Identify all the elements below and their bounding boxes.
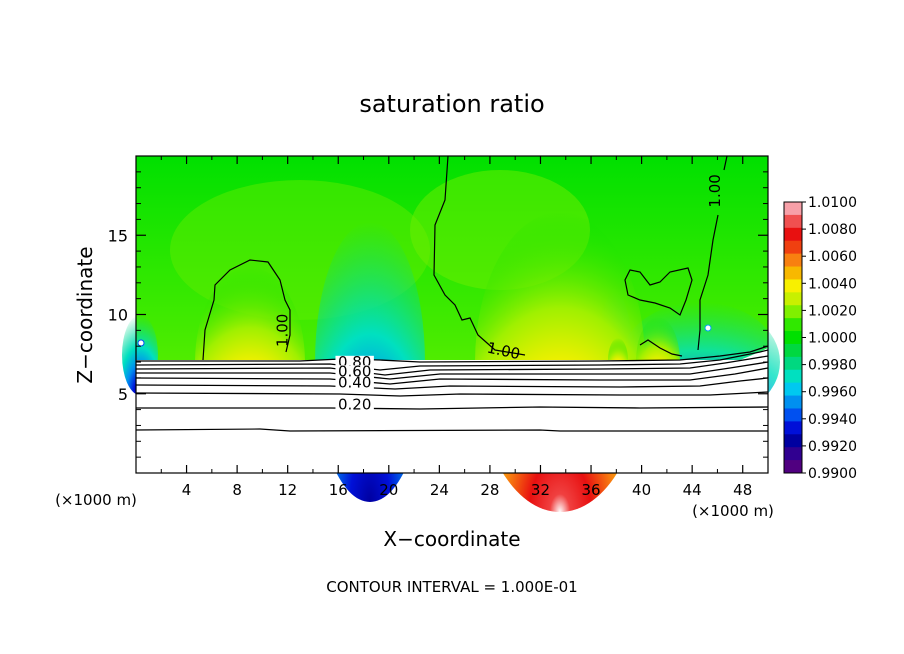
x-tick-label: 20 xyxy=(379,481,398,499)
colorbar-level-label: 1.0060 xyxy=(808,249,857,265)
colorbar-swatch xyxy=(784,408,802,422)
colorbar-swatch xyxy=(784,382,802,397)
colorbar-swatch xyxy=(784,460,802,474)
x-tick-label: 16 xyxy=(329,481,348,499)
colorbar-level-label: 0.9980 xyxy=(808,358,857,374)
contour-line xyxy=(136,406,769,410)
colorbar-level-label: 0.9900 xyxy=(808,466,857,482)
contour-label: 1.00 xyxy=(274,314,292,347)
colorbar-swatch xyxy=(784,279,802,293)
x-tick-label: 24 xyxy=(430,481,449,499)
colorbar-level-label: 0.9960 xyxy=(808,385,857,401)
plot-area: 1.001.001.000.800.600.400.20 xyxy=(122,155,780,512)
colorbar-swatch xyxy=(784,253,802,268)
contour-line-1.00 xyxy=(697,155,728,351)
y-tick-label: 5 xyxy=(118,385,128,404)
colorbar-swatch xyxy=(784,292,802,306)
contour-label: 1.00 xyxy=(706,174,724,207)
colorbar-swatch xyxy=(784,434,802,448)
y-tick-label: 10 xyxy=(108,306,128,325)
x-tick-label: 48 xyxy=(733,481,752,499)
contour-label-bg xyxy=(335,398,374,414)
x-axis-label: X−coordinate xyxy=(383,527,520,551)
contour-label-text: 0.20 xyxy=(338,396,371,414)
colorbar-level-label: 0.9940 xyxy=(808,412,857,428)
contour-label: 0.20 xyxy=(335,396,374,414)
contour-line-1.00 xyxy=(433,155,526,356)
contour-label-bg xyxy=(335,376,374,392)
colorbar-swatch xyxy=(784,202,802,216)
contour-line-1.00 xyxy=(624,267,693,316)
contour-line xyxy=(135,391,769,397)
x-axis: 4 8 12 16 20 24 28 32 36 40 44 48 xyxy=(160,156,752,499)
colorbar-swatch xyxy=(784,214,802,229)
colorbar-swatch xyxy=(784,240,802,255)
contour-line-1.00 xyxy=(639,339,683,357)
colorbar-swatch xyxy=(784,227,802,242)
colorbar-swatch xyxy=(784,266,802,280)
colorbar-level-label: 0.9920 xyxy=(808,439,857,455)
contour-label: 0.40 xyxy=(335,373,374,392)
colorbar-swatch xyxy=(784,421,802,435)
colorbar-swatch xyxy=(784,356,802,371)
colorbar-swatch xyxy=(784,305,802,319)
small-contour-blob xyxy=(704,324,712,332)
x-tick-label: 36 xyxy=(581,481,600,499)
contour-interval-footer: CONTOUR INTERVAL = 1.000E-01 xyxy=(326,578,577,596)
colorbar-swatch xyxy=(784,343,802,358)
chart-title: saturation ratio xyxy=(359,90,544,118)
contour-line-1.00 xyxy=(202,259,291,361)
x-unit-right: (×1000 m) xyxy=(692,502,774,520)
x-tick-label: 4 xyxy=(182,481,192,499)
colorbar-level-label: 1.0020 xyxy=(808,303,857,319)
colorbar-swatch xyxy=(784,331,802,345)
colorbar-level-label: 1.0000 xyxy=(808,331,857,347)
x-tick-label: 8 xyxy=(232,481,242,499)
contour-line xyxy=(135,428,768,432)
lower-region xyxy=(136,360,768,473)
colorbar-level-label: 1.0040 xyxy=(808,276,857,292)
x-tick-label: 40 xyxy=(632,481,651,499)
y-axis: 5 10 15 xyxy=(108,171,768,458)
x-tick-label: 32 xyxy=(531,481,550,499)
colorbar-swatch xyxy=(784,318,802,332)
colorbar-swatch xyxy=(784,369,802,384)
colorbar-swatch xyxy=(784,395,802,409)
x-unit-left: (×1000 m) xyxy=(55,491,137,509)
small-contour-blob xyxy=(137,339,145,347)
colorbar-swatch xyxy=(784,447,802,461)
contour-label-text: 0.60 xyxy=(338,362,371,380)
contour-line xyxy=(136,345,769,363)
colorbar: 1.0100 1.0080 1.0060 1.0040 1.0020 1.0000 0.99… xyxy=(783,195,857,482)
y-tick-label: 15 xyxy=(108,226,128,245)
x-tick-label: 28 xyxy=(480,481,499,499)
colorbar-level-label: 1.0080 xyxy=(808,222,857,238)
x-tick-label: 12 xyxy=(278,481,297,499)
x-tick-label: 44 xyxy=(683,481,702,499)
contour-label-text: 0.40 xyxy=(338,373,371,391)
contour-label-text: 1.00 xyxy=(274,314,292,347)
colorbar-level-label: 1.0100 xyxy=(808,195,857,211)
contour-label-text: 1.00 xyxy=(706,174,724,207)
y-axis-label: Z−coordinate xyxy=(73,246,97,383)
